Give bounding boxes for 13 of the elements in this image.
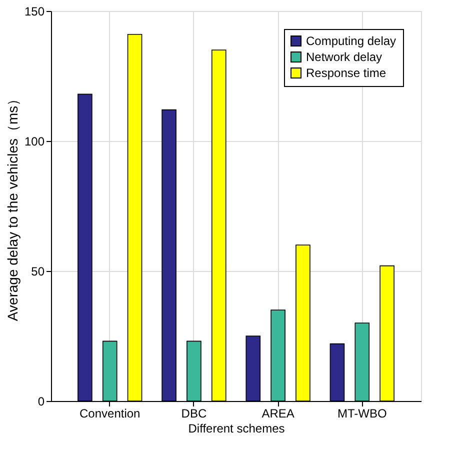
x-tick-label: DBC xyxy=(181,406,207,420)
x-axis-title: Different schemes xyxy=(188,422,285,436)
legend-label: Response time xyxy=(306,66,386,80)
x-tick-label: AREA xyxy=(262,406,294,420)
y-tick-label: 150 xyxy=(24,4,45,18)
x-tick-label: MT-WBO xyxy=(337,406,387,420)
y-tick-label: 100 xyxy=(24,134,45,148)
legend-label: Network delay xyxy=(306,50,382,64)
y-axis-title: Average delay to the vehicles（ms） xyxy=(4,92,20,322)
legend-label: Computing delay xyxy=(306,34,396,48)
y-tick-label: 50 xyxy=(31,264,45,278)
y-tick-label: 0 xyxy=(38,394,45,408)
x-tick-label: Convention xyxy=(80,406,140,420)
